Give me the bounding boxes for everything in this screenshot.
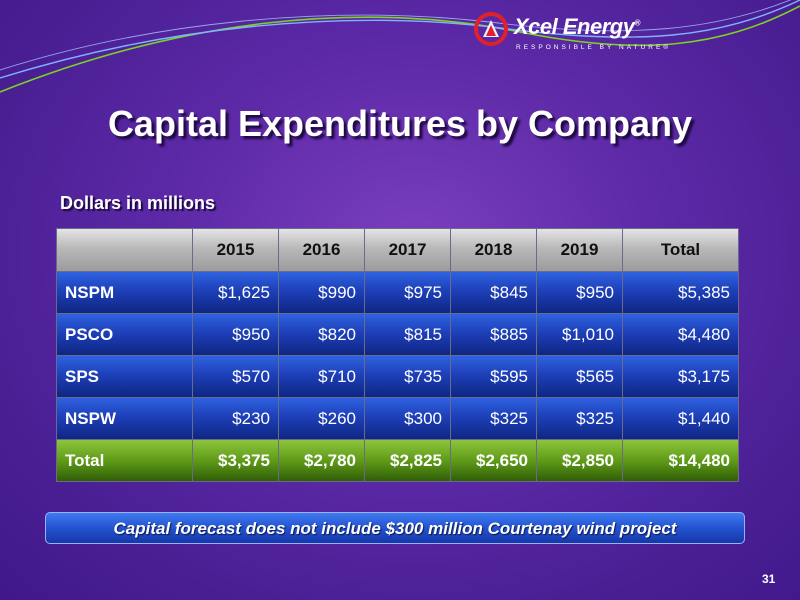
row-label: NSPW bbox=[56, 397, 193, 440]
footnote-banner: Capital forecast does not include $300 m… bbox=[45, 512, 745, 544]
table-cell: $950 bbox=[192, 313, 279, 356]
table-cell: $260 bbox=[278, 397, 365, 440]
wave-blue-line-2 bbox=[0, 0, 792, 71]
table-cell: $595 bbox=[450, 355, 537, 398]
table-cell: $230 bbox=[192, 397, 279, 440]
logo-tagline: RESPONSIBLE BY NATURE® bbox=[516, 44, 672, 51]
total-cell: $2,850 bbox=[536, 439, 623, 482]
row-label: PSCO bbox=[56, 313, 193, 356]
table-cell: $885 bbox=[450, 313, 537, 356]
page-number: 31 bbox=[762, 572, 776, 586]
capex-table: 2015 2016 2017 2018 2019 Total NSPM $1,6… bbox=[56, 228, 739, 482]
registered-mark: ® bbox=[634, 18, 640, 28]
header-cell-2017: 2017 bbox=[364, 228, 451, 272]
total-cell: $2,780 bbox=[278, 439, 365, 482]
table-cell: $990 bbox=[278, 271, 365, 314]
xcel-flame-icon bbox=[474, 12, 508, 46]
header-cell-total: Total bbox=[622, 228, 739, 272]
table-cell: $950 bbox=[536, 271, 623, 314]
table-cell: $4,480 bbox=[622, 313, 739, 356]
slide-title: Capital Expenditures by Company bbox=[107, 103, 693, 144]
total-row-label: Total bbox=[56, 439, 193, 482]
total-cell: $2,650 bbox=[450, 439, 537, 482]
table-cell: $845 bbox=[450, 271, 537, 314]
table-cell: $3,175 bbox=[622, 355, 739, 398]
table-cell: $975 bbox=[364, 271, 451, 314]
table-cell: $815 bbox=[364, 313, 451, 356]
table-cell: $325 bbox=[450, 397, 537, 440]
table-cell: $1,440 bbox=[622, 397, 739, 440]
table-cell: $710 bbox=[278, 355, 365, 398]
table-cell: $1,625 bbox=[192, 271, 279, 314]
row-label: SPS bbox=[56, 355, 193, 398]
header-cell-blank bbox=[56, 228, 193, 272]
row-label: NSPM bbox=[56, 271, 193, 314]
table-cell: $735 bbox=[364, 355, 451, 398]
table-cell: $1,010 bbox=[536, 313, 623, 356]
table-cell: $570 bbox=[192, 355, 279, 398]
xcel-energy-logo: Xcel Energy® RESPONSIBLE BY NATURE® bbox=[474, 12, 668, 58]
total-cell: $2,825 bbox=[364, 439, 451, 482]
total-cell: $14,480 bbox=[622, 439, 739, 482]
table-row: NSPW $230 $260 $300 $325 $325 $1,440 bbox=[56, 397, 739, 440]
header-cell-2018: 2018 bbox=[450, 228, 537, 272]
slide-subtitle: Dollars in millions bbox=[60, 193, 216, 213]
header-cell-2019: 2019 bbox=[536, 228, 623, 272]
table-row: SPS $570 $710 $735 $595 $565 $3,175 bbox=[56, 355, 739, 398]
logo-name: Xcel Energy® bbox=[514, 14, 640, 39]
header-cell-2015: 2015 bbox=[192, 228, 279, 272]
decorative-waves bbox=[0, 0, 800, 93]
table-cell: $325 bbox=[536, 397, 623, 440]
wave-blue-line bbox=[0, 0, 800, 79]
header-cell-2016: 2016 bbox=[278, 228, 365, 272]
table-cell: $565 bbox=[536, 355, 623, 398]
total-cell: $3,375 bbox=[192, 439, 279, 482]
wave-green-line bbox=[0, 5, 800, 93]
table-header-row: 2015 2016 2017 2018 2019 Total bbox=[56, 228, 739, 272]
table-row: NSPM $1,625 $990 $975 $845 $950 $5,385 bbox=[56, 271, 739, 314]
table-row: PSCO $950 $820 $815 $885 $1,010 $4,480 bbox=[56, 313, 739, 356]
table-total-row: Total $3,375 $2,780 $2,825 $2,650 $2,850… bbox=[56, 439, 739, 482]
table-cell: $820 bbox=[278, 313, 365, 356]
table-cell: $5,385 bbox=[622, 271, 739, 314]
table-cell: $300 bbox=[364, 397, 451, 440]
